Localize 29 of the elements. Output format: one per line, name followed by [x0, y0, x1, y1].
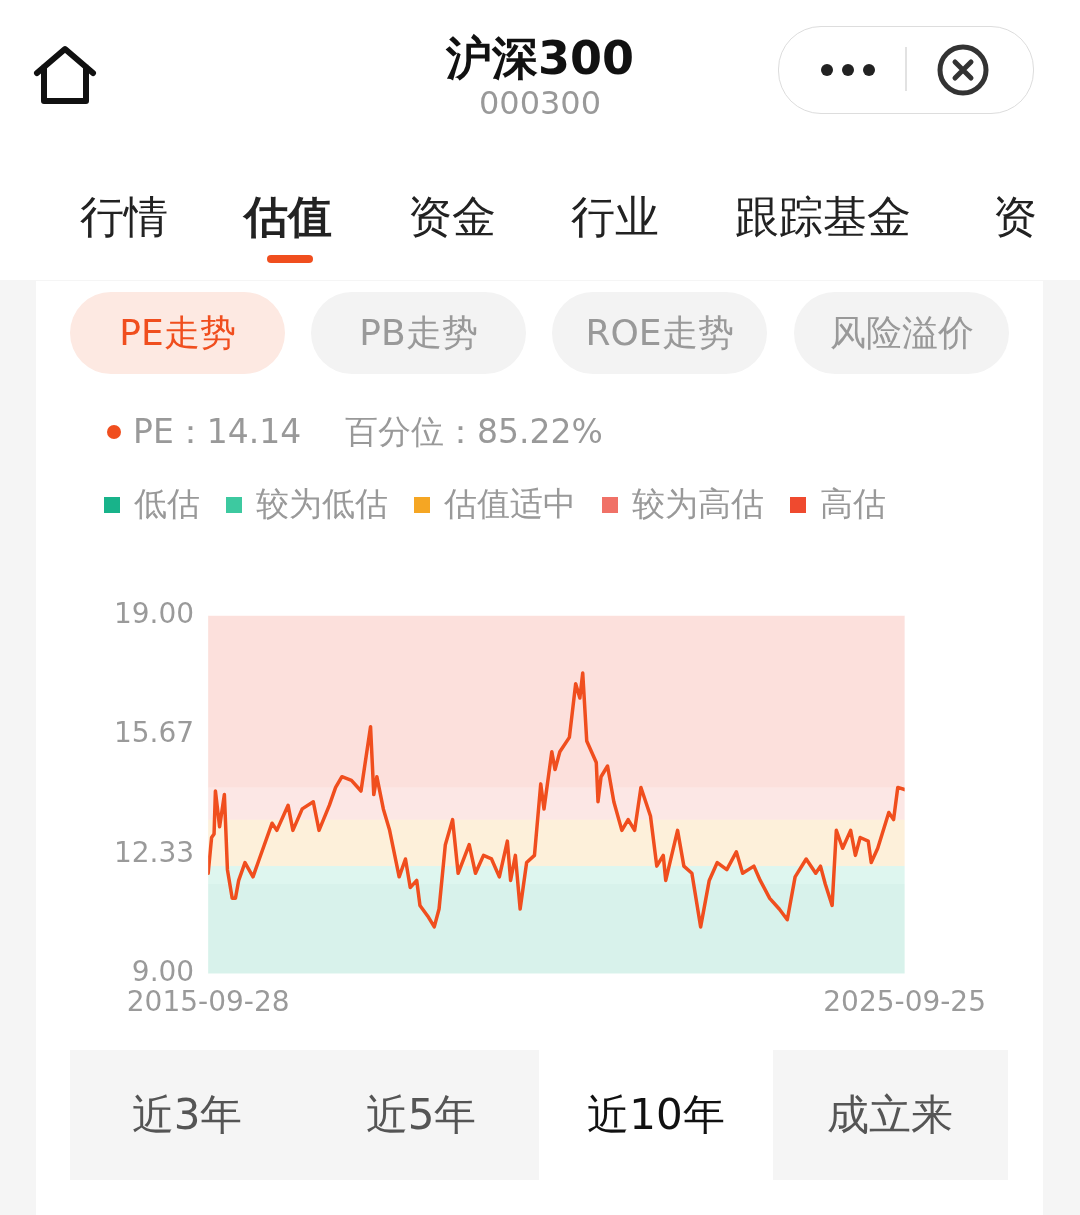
x-tick-label: 2025-09-25	[823, 985, 987, 1019]
text: 百分位：85.22%	[345, 411, 603, 453]
text: 跟踪基金	[735, 190, 911, 244]
legend-label: 高估	[820, 483, 886, 525]
y-tick-label: 15.67	[113, 716, 195, 750]
text: PE：14.14	[133, 411, 302, 453]
text: 行业	[571, 190, 659, 244]
text: 资	[993, 190, 1037, 244]
legend-label: 较为低估	[256, 483, 388, 525]
text: PB走势	[311, 292, 526, 374]
legend-label: 较为高估	[632, 483, 764, 525]
text: 资金	[408, 190, 496, 244]
x-tick-label: 2015-09-28	[126, 985, 290, 1019]
y-tick-label: 9.00	[131, 954, 195, 988]
text: PE走势	[70, 292, 285, 374]
y-tick-label: 19.00	[113, 597, 195, 631]
y-tick-label: 12.33	[113, 835, 195, 869]
legend-label: 低估	[134, 483, 200, 525]
text: 近5年	[304, 1050, 538, 1180]
text: ROE走势	[552, 292, 767, 374]
chart-title: 沪深300	[445, 30, 635, 87]
chart-subtitle: 000300	[477, 84, 603, 122]
text: 成立来	[773, 1050, 1007, 1180]
legend-label: 估值适中	[444, 483, 576, 525]
text: 行情	[80, 190, 168, 244]
text: 估值	[244, 190, 332, 244]
text: 近3年	[70, 1050, 304, 1180]
text: 近10年	[539, 1050, 773, 1180]
text: 风险溢价	[794, 292, 1009, 374]
